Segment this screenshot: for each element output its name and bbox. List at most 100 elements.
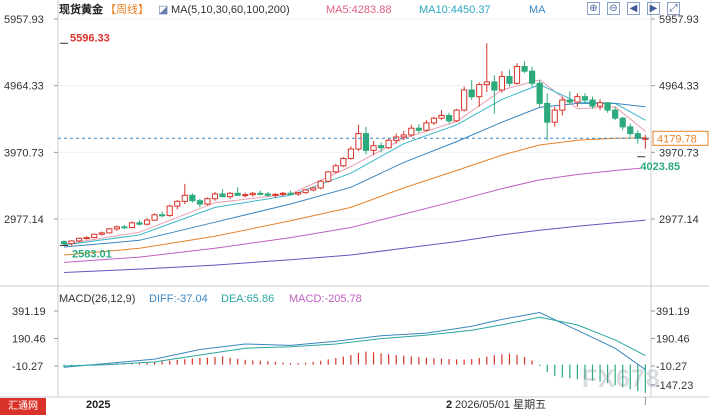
candle-body [174, 200, 181, 207]
high-annotation: 5596.33 [70, 32, 110, 44]
fullscreen-icon[interactable]: ⤢ [667, 2, 680, 15]
macd-params-label: MACD(26,12,9) [59, 293, 136, 305]
candle-body [234, 192, 241, 196]
candle-body [574, 96, 581, 103]
candle-body [362, 133, 370, 151]
candle-body [498, 76, 505, 91]
candle-body [204, 198, 211, 205]
candle-body [272, 193, 279, 196]
candle-body [302, 189, 309, 194]
candle-body [400, 134, 407, 138]
current-price-label: 4179.78 [657, 133, 697, 145]
recent-low-annotation: 4023.85 [640, 161, 680, 173]
candle-body [166, 205, 173, 216]
candle-body [566, 99, 573, 103]
candle-body [370, 145, 377, 151]
price-tick-label-left: 2977.14 [4, 214, 44, 226]
candle-body [423, 122, 430, 131]
current-price-box [652, 130, 709, 146]
candle-body [355, 133, 362, 150]
candle-body [91, 233, 98, 239]
candle-body [257, 192, 264, 195]
period-label[interactable]: 【周线】 [105, 4, 149, 16]
price-tick-label-right: 3970.73 [659, 147, 699, 159]
pan-right-icon[interactable]: ▶ [647, 2, 660, 15]
candle-body [317, 180, 324, 189]
candle-body [242, 194, 249, 197]
candle-body [196, 200, 204, 205]
candle-body [445, 114, 453, 122]
macd-tick-label-left: -10.27 [12, 361, 43, 373]
year-label-left: 2025 [86, 399, 111, 411]
candle-body [529, 70, 536, 84]
candle-body [83, 237, 90, 240]
candle-body [551, 109, 558, 123]
candle-body [513, 65, 521, 84]
candle-body [468, 89, 475, 98]
candle-body [461, 89, 468, 111]
candle-body [279, 192, 287, 195]
candle-body [453, 109, 460, 122]
candle-body [604, 102, 611, 111]
price-tick-label-right: 5957.93 [659, 14, 699, 26]
candle-body [521, 65, 528, 72]
candle-body [544, 102, 551, 123]
candle-body [121, 226, 128, 229]
candle-body [136, 222, 143, 225]
ma-line-ma200 [63, 219, 646, 273]
ma-more-label: MA [529, 4, 546, 16]
candle-body [430, 117, 438, 124]
macd-tick-label-right: -147.23 [656, 380, 693, 392]
candle-body [589, 99, 596, 107]
candle-body [340, 157, 347, 167]
candle-body [249, 192, 256, 196]
candle-body [627, 126, 634, 135]
watermark: FX678 [582, 365, 661, 393]
macd-value-label: MACD:-205.78 [289, 293, 362, 305]
candle-body [596, 102, 604, 107]
ma-line-ma10 [63, 84, 646, 246]
ma10-label: MA10:4450.37 [419, 4, 491, 16]
price-tick-label-right: 4964.33 [659, 81, 699, 93]
candle-body [113, 226, 120, 230]
instrument-title: 现货黄金 [59, 4, 103, 16]
candle-body [106, 228, 113, 234]
zoom-in-icon[interactable]: ⊕ [587, 2, 600, 15]
ma5-label: MA5:4283.88 [326, 4, 392, 16]
pan-left-icon[interactable]: ◀ [627, 2, 640, 15]
candle-body [536, 82, 543, 104]
candle-body [181, 194, 188, 202]
candle-body [415, 127, 422, 131]
macd-tick-label-right: 190.46 [656, 334, 690, 346]
brand-logo: 汇通网 [0, 398, 46, 415]
ma-line-ma100 [63, 167, 646, 263]
cursor-date-label: 2026/05/01 星期五 [455, 399, 547, 411]
candle-body [294, 192, 302, 195]
candle-body [98, 232, 105, 235]
candle-body [211, 193, 219, 200]
candle-body [189, 194, 196, 202]
ma-toggle-icon[interactable]: ◪ [158, 4, 169, 16]
candle-body [68, 240, 75, 245]
candle-body [612, 109, 619, 119]
candle-body [264, 193, 271, 196]
macd-tick-label-left: 391.19 [12, 306, 46, 318]
candle-body [143, 219, 151, 225]
candle-body [491, 81, 498, 91]
price-tick-label-left: 4964.33 [4, 81, 44, 93]
candle-body [438, 114, 445, 119]
candle-body [408, 127, 415, 136]
low-annotation: 2583.01 [72, 248, 112, 260]
candle-body [159, 214, 166, 217]
macd-tick-label-right: 391.19 [656, 306, 690, 318]
ma-line-ma60 [63, 137, 646, 256]
candle-body [332, 165, 339, 173]
candle-body [385, 139, 392, 149]
candle-body [506, 76, 513, 84]
zoom-out-icon[interactable]: ⊖ [607, 2, 620, 15]
candle-body [219, 193, 226, 198]
macd-diff-line [63, 311, 646, 371]
candle-body [151, 214, 158, 221]
candle-body [559, 99, 566, 111]
